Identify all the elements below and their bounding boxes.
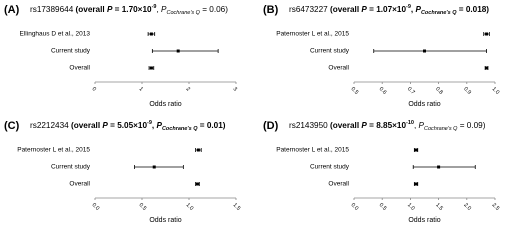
title-part: -10 — [406, 120, 414, 126]
point-estimate — [196, 148, 200, 152]
x-tick-label: 0.0 — [91, 202, 101, 212]
panel-label: (B) — [263, 4, 279, 16]
x-axis-label: Odds ratio — [408, 101, 440, 108]
study-label: Overall — [328, 181, 349, 188]
panel-label: (D) — [263, 120, 279, 132]
title-part: P — [107, 5, 113, 14]
point-estimate — [414, 148, 418, 152]
title-part: Cochrane's Q — [424, 126, 458, 132]
study-label: Overall — [69, 65, 90, 72]
x-tick-label: 2.0 — [462, 202, 472, 212]
x-tick-label: 1.5 — [434, 202, 444, 212]
study-label: Current study — [310, 48, 350, 55]
x-tick-label: 0.7 — [406, 86, 416, 96]
x-axis-label: Odds ratio — [408, 217, 440, 224]
panel: (A) rs17389644 (overall P = 1.70×10-9, PC… — [4, 4, 238, 108]
title-part: -9 — [147, 120, 152, 126]
title-part: = 0.01) — [197, 121, 225, 130]
x-tick-label: 1.0 — [491, 86, 501, 96]
x-tick-label: 0 — [91, 86, 97, 92]
x-axis-label: Odds ratio — [149, 101, 181, 108]
title-part: -9 — [406, 4, 411, 10]
x-axis-label: Odds ratio — [149, 217, 181, 224]
x-tick-label: 0.6 — [378, 86, 388, 96]
study-label: Current study — [51, 164, 91, 171]
title-part: = 0.09) — [457, 121, 485, 130]
title-part: (overall — [330, 5, 361, 14]
x-tick-label: 0.9 — [462, 86, 472, 96]
panel-title: rs2143950 (overall P = 8.85×10-10, PCoch… — [289, 120, 486, 132]
title-part: Cochrane's Q — [421, 10, 457, 16]
panel: (B) rs6473227 (overall P = 1.07×10-9, PCo… — [263, 4, 500, 108]
point-estimate — [414, 182, 418, 186]
title-part: P — [419, 121, 425, 130]
title-part: P — [361, 121, 367, 130]
title-part: -9 — [152, 4, 157, 10]
study-label: Paternoster L et al., 2015 — [276, 147, 349, 154]
study-label: Paternoster L et al., 2015 — [276, 31, 349, 38]
title-part: P — [161, 5, 167, 14]
study-label: Current study — [51, 48, 91, 55]
title-part: P — [361, 5, 367, 14]
title-part: , — [152, 121, 157, 130]
title-part: (overall — [76, 5, 107, 14]
x-tick-label: 1.0 — [185, 202, 195, 212]
point-estimate — [176, 49, 180, 53]
point-estimate — [485, 66, 489, 70]
panel: (C) rs2212434 (overall P = 5.05×10-9, PCo… — [4, 120, 241, 224]
point-estimate — [152, 165, 156, 169]
point-estimate — [195, 182, 199, 186]
title-part: P — [415, 5, 421, 14]
point-estimate — [437, 165, 441, 169]
x-tick-label: 0.5 — [378, 202, 388, 212]
title-part: = 0.018) — [456, 5, 489, 14]
point-estimate — [485, 32, 489, 36]
point-estimate — [149, 32, 153, 36]
x-tick-label: 1 — [138, 86, 144, 92]
title-part: Cochrane's Q — [162, 126, 198, 132]
x-tick-label: 0.0 — [350, 202, 360, 212]
panel-title: rs6473227 (overall P = 1.07×10-9, PCochr… — [289, 4, 489, 16]
x-tick-label: 0.8 — [434, 86, 444, 96]
study-label: Overall — [69, 181, 90, 188]
x-tick-label: 2 — [185, 86, 191, 92]
title-part: Cochrane's Q — [166, 10, 200, 16]
point-estimate — [423, 49, 426, 53]
title-part: rs17389644 — [30, 5, 76, 14]
x-tick-label: 1.5 — [232, 202, 242, 212]
title-part: = 5.05×10 — [108, 121, 148, 130]
panel-title: rs17389644 (overall P = 1.70×10-9, PCoch… — [30, 4, 228, 16]
title-part: rs2212434 — [30, 121, 71, 130]
x-tick-label: 0.5 — [350, 86, 360, 96]
x-tick-label: 3 — [232, 86, 238, 92]
panel-title: rs2212434 (overall P = 5.05×10-9, PCochr… — [30, 120, 226, 132]
title-part: , — [411, 5, 416, 14]
title-part: = 0.06) — [200, 5, 228, 14]
title-part: rs2143950 — [289, 121, 330, 130]
title-part: , — [414, 121, 419, 130]
title-part: = 1.70×10 — [112, 5, 152, 14]
title-part: rs6473227 — [289, 5, 330, 14]
study-label: Paternoster L et al., 2015 — [17, 147, 90, 154]
study-label: Ellinghaus D et al., 2013 — [20, 31, 91, 38]
title-part: P — [156, 121, 162, 130]
figure: (A) rs17389644 (overall P = 1.70×10-9, PC… — [4, 4, 500, 224]
x-tick-label: 0.5 — [138, 202, 148, 212]
title-part: = 1.07×10 — [367, 5, 407, 14]
title-part: (overall — [330, 121, 361, 130]
title-part: = 8.85×10 — [367, 121, 407, 130]
point-estimate — [149, 66, 153, 70]
title-part: (overall — [71, 121, 102, 130]
panel: (D) rs2143950 (overall P = 8.85×10-10, PC… — [263, 120, 500, 224]
title-part: P — [102, 121, 108, 130]
title-part: , — [156, 5, 161, 14]
x-tick-label: 2.5 — [491, 202, 501, 212]
study-label: Current study — [310, 164, 350, 171]
panel-label: (C) — [4, 120, 20, 132]
study-label: Overall — [328, 65, 349, 72]
panel-label: (A) — [4, 4, 20, 16]
x-tick-label: 1.0 — [406, 202, 416, 212]
